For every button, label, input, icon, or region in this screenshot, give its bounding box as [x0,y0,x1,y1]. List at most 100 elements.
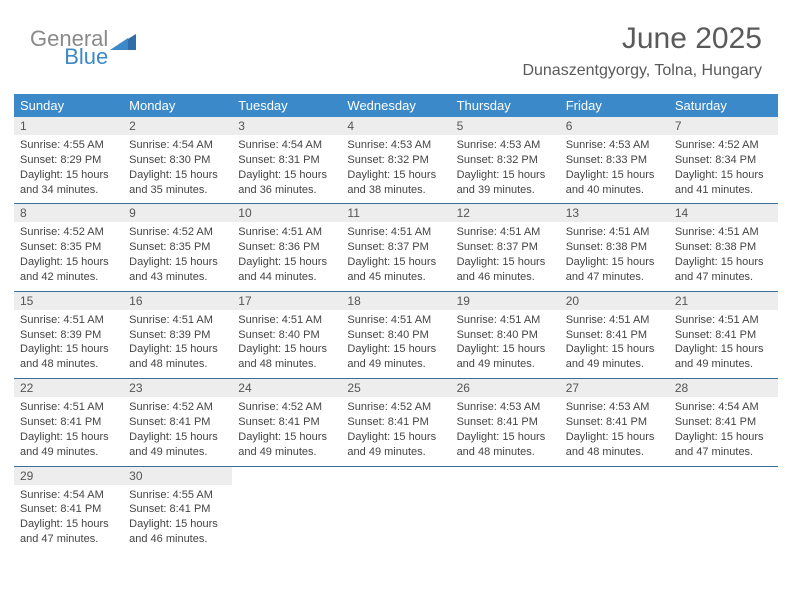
cell-line: and 43 minutes. [129,270,226,285]
cell-body: Sunrise: 4:51 AMSunset: 8:40 PMDaylight:… [232,310,341,378]
day-number: 11 [341,204,450,222]
cell-line: Daylight: 15 hours [129,168,226,183]
cell-line: Sunrise: 4:51 AM [675,313,772,328]
cell-line: Sunset: 8:31 PM [238,153,335,168]
calendar-cell: 4Sunrise: 4:53 AMSunset: 8:32 PMDaylight… [341,117,450,203]
cell-line: and 48 minutes. [20,357,117,372]
cell-body: Sunrise: 4:51 AMSunset: 8:38 PMDaylight:… [669,222,778,290]
calendar-cell: 29Sunrise: 4:54 AMSunset: 8:41 PMDayligh… [14,467,123,553]
cell-line: and 48 minutes. [566,445,663,460]
calendar-cell [232,467,341,553]
cell-line: Sunrise: 4:51 AM [20,313,117,328]
calendar-cell: 8Sunrise: 4:52 AMSunset: 8:35 PMDaylight… [14,204,123,290]
day-number: 13 [560,204,669,222]
cell-line: and 47 minutes. [675,270,772,285]
cell-body: Sunrise: 4:51 AMSunset: 8:39 PMDaylight:… [14,310,123,378]
day-number: 2 [123,117,232,135]
calendar-cell: 20Sunrise: 4:51 AMSunset: 8:41 PMDayligh… [560,292,669,378]
day-number: 16 [123,292,232,310]
cell-line: Sunset: 8:41 PM [20,502,117,517]
cell-line: Sunrise: 4:52 AM [129,225,226,240]
cell-line: Daylight: 15 hours [238,168,335,183]
cell-line: Daylight: 15 hours [566,430,663,445]
cell-line: and 34 minutes. [20,183,117,198]
calendar-cell [451,467,560,553]
day-header: Friday [560,94,669,117]
day-number: 9 [123,204,232,222]
cell-body: Sunrise: 4:52 AMSunset: 8:41 PMDaylight:… [123,397,232,465]
calendar-cell: 23Sunrise: 4:52 AMSunset: 8:41 PMDayligh… [123,379,232,465]
cell-body: Sunrise: 4:55 AMSunset: 8:29 PMDaylight:… [14,135,123,203]
week-row: 15Sunrise: 4:51 AMSunset: 8:39 PMDayligh… [14,292,778,379]
cell-line: and 35 minutes. [129,183,226,198]
cell-body: Sunrise: 4:51 AMSunset: 8:36 PMDaylight:… [232,222,341,290]
location-text: Dunaszentgyorgy, Tolna, Hungary [522,62,762,80]
cell-line: Daylight: 15 hours [238,255,335,270]
calendar-cell: 16Sunrise: 4:51 AMSunset: 8:39 PMDayligh… [123,292,232,378]
cell-line: Sunset: 8:39 PM [20,328,117,343]
day-number: 10 [232,204,341,222]
cell-line: and 47 minutes. [675,445,772,460]
cell-line: and 49 minutes. [457,357,554,372]
cell-line: Sunrise: 4:52 AM [129,400,226,415]
calendar-cell: 26Sunrise: 4:53 AMSunset: 8:41 PMDayligh… [451,379,560,465]
cell-body: Sunrise: 4:51 AMSunset: 8:37 PMDaylight:… [451,222,560,290]
cell-line: and 47 minutes. [20,532,117,547]
calendar-cell: 22Sunrise: 4:51 AMSunset: 8:41 PMDayligh… [14,379,123,465]
cell-line: Sunset: 8:37 PM [347,240,444,255]
calendar-cell: 19Sunrise: 4:51 AMSunset: 8:40 PMDayligh… [451,292,560,378]
calendar-cell [669,467,778,553]
cell-body: Sunrise: 4:54 AMSunset: 8:31 PMDaylight:… [232,135,341,203]
calendar-cell: 3Sunrise: 4:54 AMSunset: 8:31 PMDaylight… [232,117,341,203]
cell-body: Sunrise: 4:55 AMSunset: 8:41 PMDaylight:… [123,485,232,553]
day-number: 21 [669,292,778,310]
header: June 2025 Dunaszentgyorgy, Tolna, Hungar… [522,22,762,80]
cell-body: Sunrise: 4:52 AMSunset: 8:34 PMDaylight:… [669,135,778,203]
cell-body: Sunrise: 4:54 AMSunset: 8:41 PMDaylight:… [669,397,778,465]
cell-line: Sunset: 8:41 PM [347,415,444,430]
cell-line: Sunrise: 4:51 AM [20,400,117,415]
day-number: 5 [451,117,560,135]
cell-line: Sunrise: 4:52 AM [347,400,444,415]
logo: General Blue [30,28,136,68]
cell-line: Sunrise: 4:54 AM [675,400,772,415]
day-number: 12 [451,204,560,222]
cell-line: Sunrise: 4:53 AM [457,400,554,415]
calendar: Sunday Monday Tuesday Wednesday Thursday… [14,94,778,553]
cell-line: Sunrise: 4:51 AM [566,225,663,240]
cell-line: and 48 minutes. [129,357,226,372]
cell-line: Sunset: 8:41 PM [566,415,663,430]
day-number: 15 [14,292,123,310]
cell-line: and 49 minutes. [675,357,772,372]
cell-line: and 46 minutes. [457,270,554,285]
day-number: 26 [451,379,560,397]
cell-line: and 42 minutes. [20,270,117,285]
cell-line: Sunrise: 4:51 AM [129,313,226,328]
cell-line: and 46 minutes. [129,532,226,547]
day-number: 29 [14,467,123,485]
day-number: 22 [14,379,123,397]
cell-line: Sunrise: 4:55 AM [129,488,226,503]
cell-line: Sunrise: 4:52 AM [675,138,772,153]
day-number: 4 [341,117,450,135]
page-title: June 2025 [522,22,762,56]
cell-body: Sunrise: 4:51 AMSunset: 8:41 PMDaylight:… [14,397,123,465]
week-row: 8Sunrise: 4:52 AMSunset: 8:35 PMDaylight… [14,204,778,291]
cell-line: Daylight: 15 hours [457,430,554,445]
cell-line: Daylight: 15 hours [129,342,226,357]
day-header: Thursday [451,94,560,117]
cell-line: Sunrise: 4:51 AM [457,313,554,328]
cell-body: Sunrise: 4:52 AMSunset: 8:41 PMDaylight:… [341,397,450,465]
day-number: 19 [451,292,560,310]
calendar-cell: 24Sunrise: 4:52 AMSunset: 8:41 PMDayligh… [232,379,341,465]
cell-line: Sunset: 8:41 PM [566,328,663,343]
calendar-cell: 13Sunrise: 4:51 AMSunset: 8:38 PMDayligh… [560,204,669,290]
cell-body: Sunrise: 4:51 AMSunset: 8:40 PMDaylight:… [341,310,450,378]
day-header: Wednesday [341,94,450,117]
cell-line: and 49 minutes. [129,445,226,460]
day-number: 27 [560,379,669,397]
cell-line: Daylight: 15 hours [457,342,554,357]
cell-line: Sunset: 8:36 PM [238,240,335,255]
day-number: 30 [123,467,232,485]
cell-line: Sunset: 8:41 PM [675,415,772,430]
